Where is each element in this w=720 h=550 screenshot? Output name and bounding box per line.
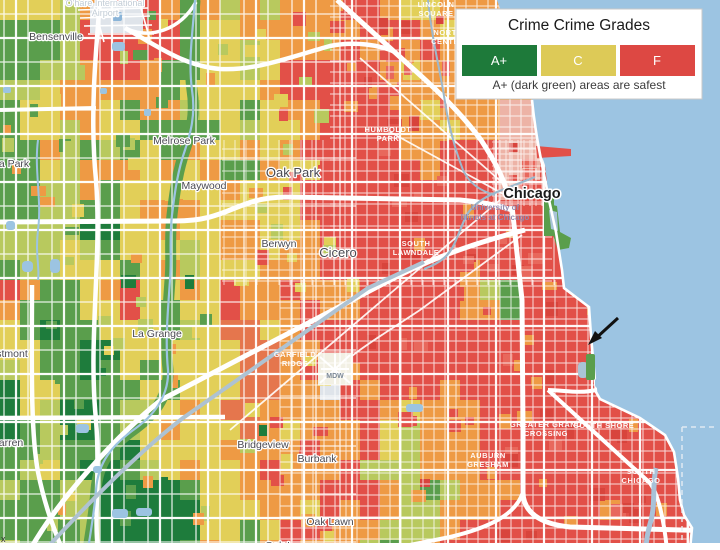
- svg-text:Burbank: Burbank: [297, 453, 337, 465]
- svg-text:Bensenville: Bensenville: [29, 31, 83, 43]
- svg-text:University of: University of: [471, 203, 520, 212]
- svg-text:Oak Lawn: Oak Lawn: [306, 516, 353, 528]
- svg-text:CROSSING: CROSSING: [524, 429, 568, 438]
- svg-text:Airport: Airport: [92, 8, 119, 18]
- svg-text:NORTH: NORTH: [433, 28, 462, 37]
- svg-text:Oak Park: Oak Park: [266, 165, 321, 180]
- svg-text:C: C: [573, 53, 582, 68]
- svg-text:Illinois at Chicago: Illinois at Chicago: [461, 213, 530, 222]
- svg-text:LAWNDALE: LAWNDALE: [393, 248, 440, 257]
- svg-text:F: F: [653, 53, 661, 68]
- svg-text:Berwyn: Berwyn: [261, 238, 296, 250]
- svg-text:MDW: MDW: [326, 373, 344, 380]
- svg-text:arren: arren: [0, 437, 23, 449]
- svg-text:A+ (dark green) areas are safe: A+ (dark green) areas are safest: [492, 78, 666, 92]
- svg-text:HUMBOLDT: HUMBOLDT: [365, 125, 412, 134]
- svg-text:SOUTH SHORE: SOUTH SHORE: [574, 421, 635, 430]
- svg-text:GREATER GRAND: GREATER GRAND: [510, 420, 582, 429]
- svg-text:stmont: stmont: [0, 348, 28, 360]
- svg-text:CENTER: CENTER: [431, 37, 465, 46]
- svg-text:GARFIELD: GARFIELD: [274, 350, 316, 359]
- svg-text:AUBURN: AUBURN: [470, 451, 506, 460]
- svg-text:CHICAGO: CHICAGO: [622, 476, 661, 485]
- svg-text:a Park: a Park: [0, 158, 30, 170]
- svg-text:Melrose Park: Melrose Park: [153, 135, 216, 147]
- svg-text:La Grange: La Grange: [132, 328, 182, 340]
- svg-text:SOUTH: SOUTH: [402, 239, 431, 248]
- svg-text:Maywood: Maywood: [182, 180, 227, 192]
- svg-text:GRESHAM: GRESHAM: [467, 460, 509, 469]
- svg-text:Chicago: Chicago: [503, 186, 560, 202]
- svg-text:PARK: PARK: [377, 134, 400, 143]
- svg-text:A+: A+: [491, 53, 507, 68]
- svg-text:Crime Crime Grades: Crime Crime Grades: [508, 17, 650, 34]
- svg-text:x: x: [1, 534, 6, 544]
- svg-text:RIDGE: RIDGE: [282, 359, 308, 368]
- svg-text:Cicero: Cicero: [319, 245, 357, 260]
- svg-text:LINCOLN: LINCOLN: [418, 0, 455, 9]
- svg-text:SOUTH: SOUTH: [627, 467, 656, 476]
- svg-text:SQUARE: SQUARE: [418, 9, 453, 18]
- svg-text:Bridgeview: Bridgeview: [237, 439, 289, 451]
- svg-text:O'hare International: O'hare International: [66, 0, 145, 8]
